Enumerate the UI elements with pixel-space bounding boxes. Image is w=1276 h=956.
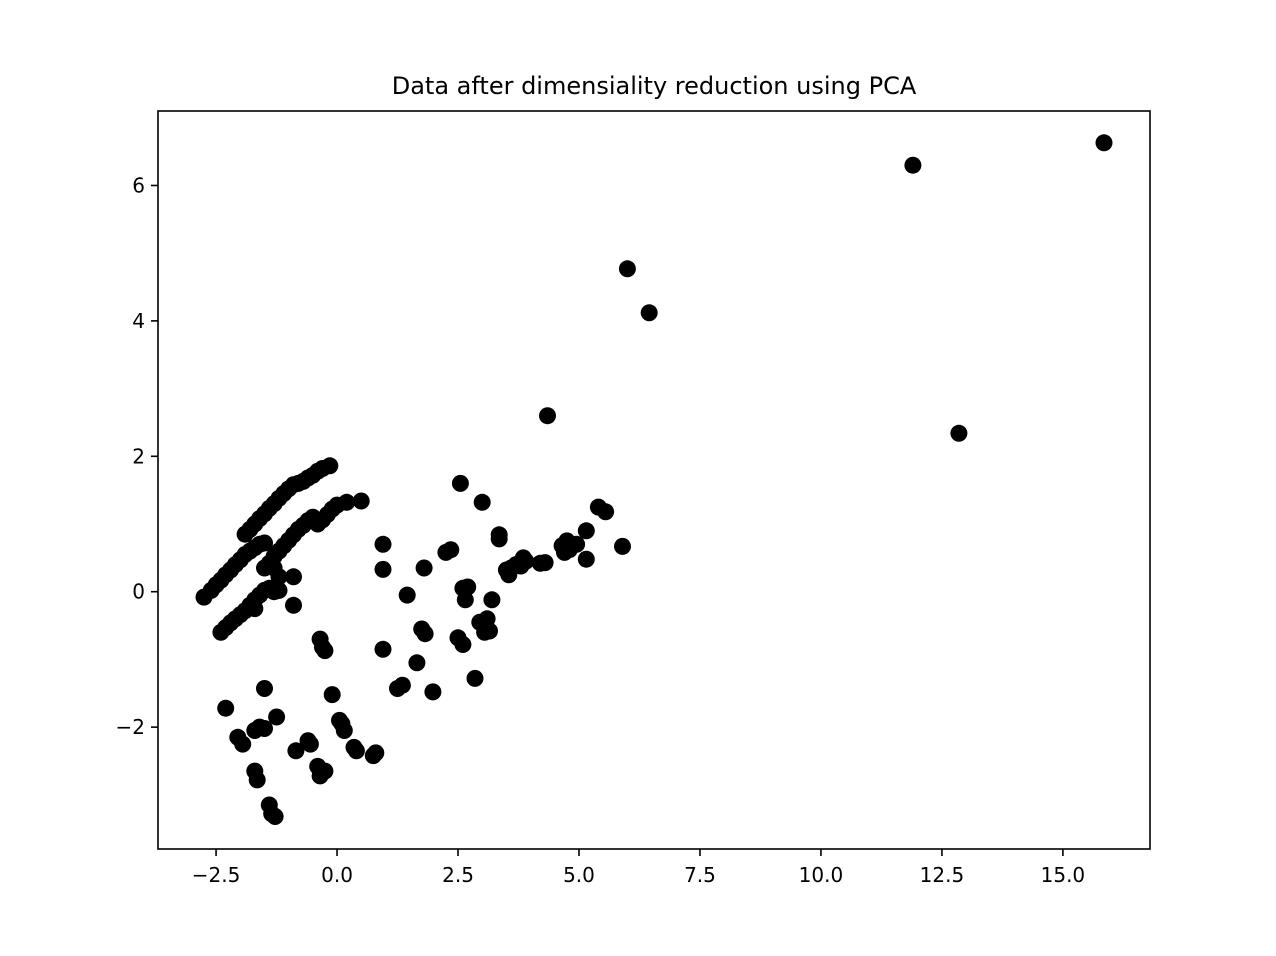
scatter-point	[374, 640, 392, 658]
x-tick-label: 2.5	[442, 863, 474, 887]
scatter-point	[398, 586, 416, 604]
x-tick-label: 7.5	[684, 863, 716, 887]
scatter-point	[268, 708, 286, 726]
x-tick-label: −2.5	[192, 863, 241, 887]
scatter-point	[473, 493, 491, 511]
scatter-point	[1095, 134, 1113, 152]
scatter-point	[539, 407, 556, 425]
scatter-point	[408, 654, 426, 672]
scatter-point	[456, 591, 474, 609]
scatter-point	[577, 522, 595, 540]
y-tick-label: 6	[132, 173, 145, 197]
scatter-point	[270, 581, 288, 599]
x-tick-label: 12.5	[920, 863, 965, 887]
y-axis-ticks: −2 0 2 4 6	[116, 173, 158, 739]
scatter-point	[316, 642, 334, 660]
scatter-point	[466, 669, 484, 687]
scatter-point	[517, 552, 535, 570]
scatter-point	[321, 457, 339, 475]
scatter-point	[416, 625, 434, 643]
y-tick-label: −2	[116, 715, 145, 739]
axes-frame	[157, 110, 1151, 850]
scatter-point	[374, 560, 392, 578]
scatter-point	[454, 636, 472, 653]
scatter-point	[490, 526, 508, 544]
scatter-point	[234, 735, 252, 753]
y-tick-label: 4	[132, 309, 145, 333]
scatter-point	[285, 596, 302, 614]
scatter-point	[415, 559, 433, 577]
scatter-point	[256, 680, 273, 697]
scatter-point	[904, 156, 922, 174]
scatter-point	[338, 493, 356, 511]
x-tick-label: 5.0	[563, 863, 595, 887]
scatter-point	[270, 568, 288, 586]
y-tick-label: 2	[132, 444, 145, 468]
scatter-point	[640, 304, 658, 322]
scatter-point	[256, 534, 273, 552]
scatter-point	[285, 568, 302, 586]
scatter-point	[442, 541, 460, 559]
scatter-point	[301, 735, 319, 753]
y-tick-label: 0	[132, 580, 145, 604]
scatter-point	[352, 492, 370, 510]
x-axis-ticks: −2.5 0.0 2.5 5.0 7.5 10.0 12.5 15.0	[192, 849, 1085, 887]
scatter-point	[597, 503, 615, 521]
scatter-point	[424, 683, 442, 701]
scatter-point	[577, 550, 595, 568]
scatter-point	[217, 699, 235, 717]
chart-title: Data after dimensiality reduction using …	[392, 72, 917, 100]
scatter-point	[481, 622, 498, 640]
scatter-point	[459, 578, 477, 596]
scatter-point	[316, 762, 334, 780]
scatter-point	[568, 535, 586, 553]
scatter-point	[323, 686, 341, 704]
data-points	[195, 134, 1113, 825]
scatter-point	[393, 676, 411, 694]
scatter-point	[335, 722, 353, 739]
scatter-point	[536, 554, 554, 572]
scatter-point	[256, 720, 273, 737]
scatter-point	[347, 742, 365, 760]
scatter-point	[246, 600, 264, 618]
scatter-point	[248, 771, 266, 789]
scatter-point	[614, 537, 631, 555]
scatter-point	[287, 742, 305, 760]
scatter-point	[950, 424, 968, 442]
x-tick-label: 10.0	[799, 863, 844, 887]
x-tick-label: 0.0	[321, 863, 353, 887]
scatter-point	[618, 260, 636, 278]
scatter-point	[266, 808, 284, 825]
scatter-point	[367, 744, 385, 762]
scatter-point	[374, 535, 392, 553]
scatter-point	[483, 591, 501, 609]
x-tick-label: 15.0	[1041, 863, 1086, 887]
scatter-point	[451, 474, 469, 492]
